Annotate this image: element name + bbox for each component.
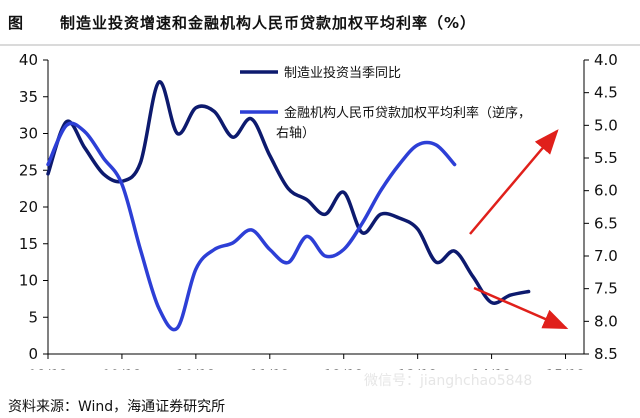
left-tick-label: 10 [19, 272, 38, 290]
right-tick-label: 5.5 [594, 149, 618, 167]
left-tick-label: 0 [28, 345, 38, 363]
figure-title-bar: 图 制造业投资增速和金融机构人民币贷款加权平均利率（%） [0, 0, 640, 46]
figure-label: 图 [8, 14, 24, 32]
left-tick-label: 15 [19, 235, 38, 253]
legend-label-rate-line1: 金融机构人民币贷款加权平均利率（逆序， [284, 105, 531, 121]
right-tick-label: 4.5 [594, 84, 618, 102]
right-tick-label: 8.5 [594, 345, 618, 363]
legend-label-rate-line2: 右轴） [276, 126, 315, 141]
right-tick-label: 7.5 [594, 280, 618, 298]
figure-title: 制造业投资增速和金融机构人民币贷款加权平均利率（%） [60, 14, 477, 32]
manufacturing-investment-line [46, 80, 531, 305]
legend-label-manufacturing: 制造业投资当季同比 [284, 65, 401, 81]
x-tick-label: 12/12 [324, 368, 364, 370]
x-tick-label: 09/12 [102, 368, 142, 370]
source-note: 资料来源：Wind，海通证券研究所 [8, 399, 226, 415]
right-tick-label: 6.5 [594, 214, 618, 232]
right-tick-label: 7.0 [594, 247, 618, 265]
red-arrow-down [473, 286, 569, 330]
x-tick-label: 10/12 [176, 368, 216, 370]
right-tick-label: 4.0 [594, 51, 618, 69]
loan-rate-line [46, 121, 457, 332]
left-tick-label: 20 [19, 198, 38, 216]
x-tick-label: 08/12 [28, 368, 68, 370]
right-tick-label: 5.0 [594, 116, 618, 134]
x-tick-label: 14/12 [471, 368, 511, 370]
chart: 0 5 10 15 20 25 30 35 40 4.0 4.5 5.0 5.5 6.0 6.5 7.0 7.5… [19, 51, 618, 370]
red-arrow-up [469, 129, 559, 235]
left-tick-label: 25 [19, 161, 38, 179]
watermark: 微信号：jianghchao5848 [364, 373, 533, 389]
right-tick-label: 8.0 [594, 312, 618, 330]
x-tick-label: 13/12 [397, 368, 437, 370]
x-tick-label: 15/12 [545, 368, 585, 370]
left-tick-label: 40 [19, 51, 38, 69]
left-tick-label: 35 [19, 88, 38, 106]
x-tick-label: 11/12 [250, 368, 290, 370]
right-tick-label: 6.0 [594, 182, 618, 200]
left-tick-label: 30 [19, 125, 38, 143]
left-tick-label: 5 [28, 308, 38, 326]
